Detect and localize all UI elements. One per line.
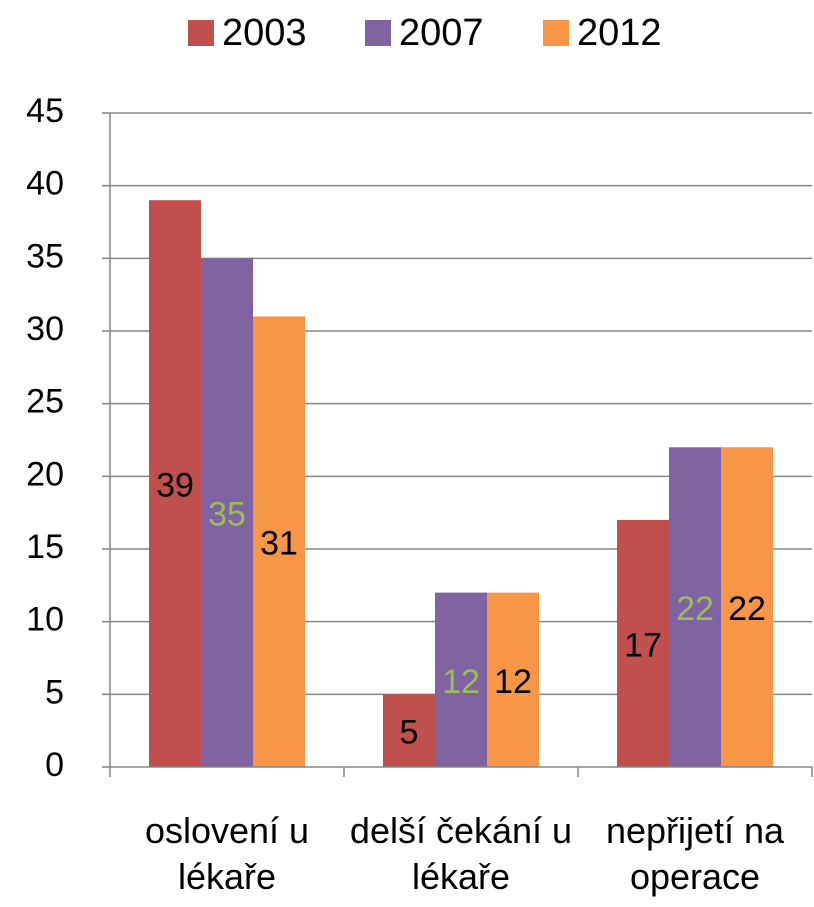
x-tick-label: nepřijetí na operace — [605, 810, 785, 897]
legend-swatch — [188, 20, 214, 46]
bar — [201, 258, 253, 767]
bar — [149, 200, 201, 767]
data-label: 22 — [676, 590, 714, 628]
legend-label: 2012 — [577, 12, 662, 54]
data-label: 12 — [494, 663, 532, 701]
data-label: 17 — [624, 626, 662, 664]
legend-swatch — [543, 20, 569, 46]
data-label: 31 — [260, 525, 298, 563]
y-tick-label: 10 — [26, 601, 64, 639]
bar — [487, 592, 539, 767]
y-tick-label: 45 — [26, 92, 64, 130]
legend-label: 2007 — [399, 12, 484, 54]
data-label: 12 — [442, 663, 480, 701]
bar — [617, 519, 669, 767]
bar — [253, 316, 305, 767]
y-tick-label: 25 — [26, 383, 64, 421]
data-label: 35 — [208, 496, 246, 534]
data-label: 39 — [156, 467, 194, 505]
y-tick-label: 15 — [26, 528, 64, 566]
bar — [721, 447, 773, 767]
legend-label: 2003 — [222, 12, 307, 54]
y-tick-label: 5 — [45, 673, 64, 711]
bar — [435, 592, 487, 767]
data-label: 5 — [400, 714, 419, 752]
data-label: 22 — [728, 590, 766, 628]
x-tick-label: oslovení u lékaře — [144, 810, 310, 897]
bar — [669, 447, 721, 767]
y-tick-label: 30 — [26, 310, 64, 348]
y-tick-label: 35 — [26, 237, 64, 275]
bar — [383, 694, 435, 767]
legend-swatch — [365, 20, 391, 46]
x-tick-label: delší čekání u lékaře — [349, 810, 573, 897]
y-tick-label: 40 — [26, 165, 64, 203]
y-tick-label: 20 — [26, 455, 64, 493]
y-tick-label: 0 — [45, 746, 64, 784]
